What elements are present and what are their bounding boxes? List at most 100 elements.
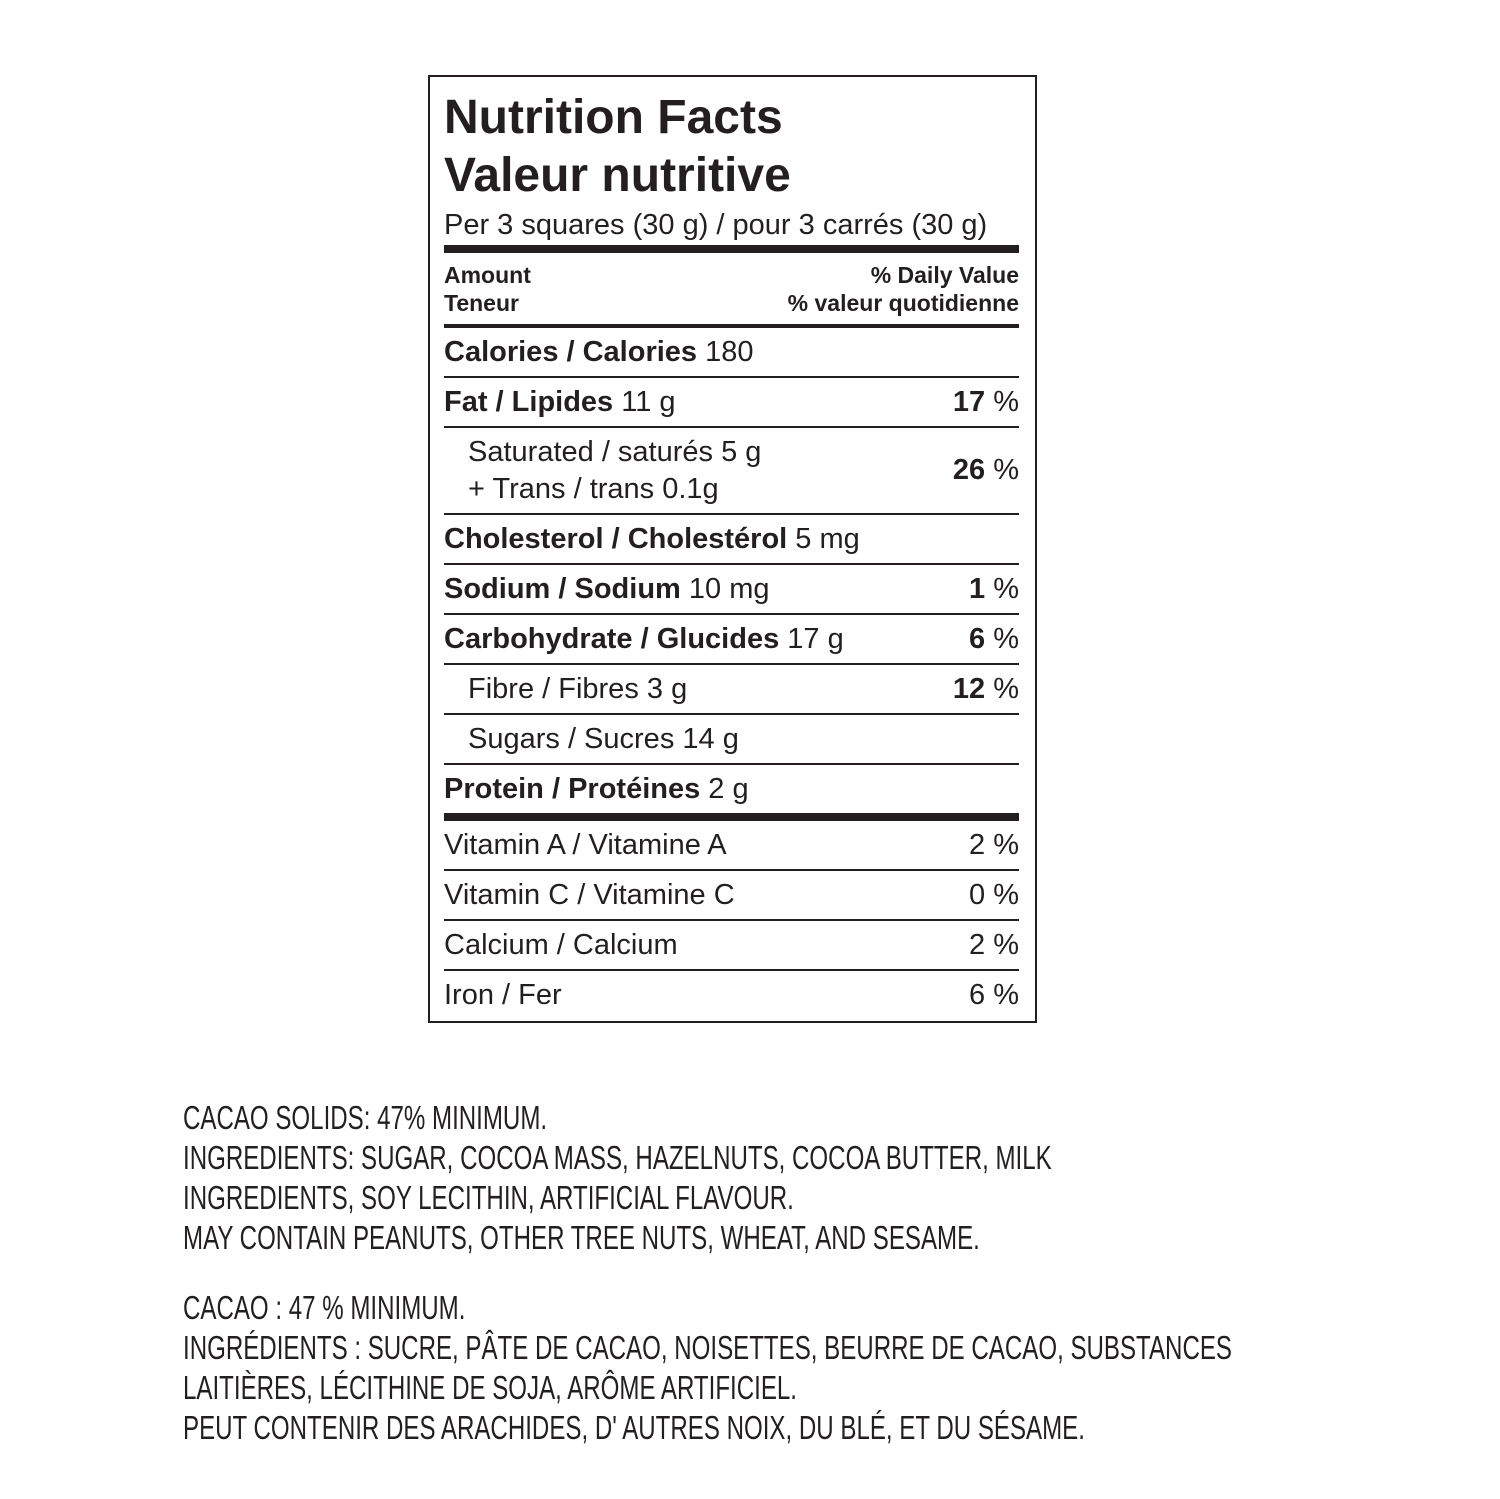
dv-header-fr: % valeur quotidienne xyxy=(787,290,1019,316)
nutrient-name: Carbohydrate / Glucides xyxy=(444,622,780,655)
ingredients: CACAO SOLIDS: 47% MINIMUM. INGREDIENTS: S… xyxy=(183,1098,1232,1478)
serving-size: Per 3 squares (30 g) / pour 3 carrés (30… xyxy=(444,209,988,241)
nutrient-name: Calories / Calories xyxy=(444,335,698,368)
ingredient-line: PEUT CONTENIR DES ARACHIDES, D' AUTRES N… xyxy=(183,1409,1085,1446)
ingredient-line: INGREDIENTS: SUGAR, COCOA MASS, HAZELNUT… xyxy=(183,1139,1052,1176)
vitamin-row: Vitamin A / Vitamine A 2 % xyxy=(444,821,1019,871)
vitamin-row: Iron / Fer 6 % xyxy=(444,971,1019,1019)
dv-unit: % xyxy=(993,672,1019,705)
nutrient-name: Sodium / Sodium xyxy=(444,572,681,605)
nutrient-name: Protein / Protéines xyxy=(444,772,701,805)
nutrient-label: Fibre / Fibres 3 g xyxy=(444,673,687,706)
dv-unit: % xyxy=(993,572,1019,605)
nutrient-line: Sodium / Sodium 10 mg xyxy=(444,573,770,606)
nutrient-row: Sodium / Sodium 10 mg 1 % xyxy=(444,565,1019,615)
daily-value: 17 % xyxy=(953,386,1019,419)
dv-unit: % xyxy=(993,978,1019,1011)
ingredient-line: CACAO : 47 % MINIMUM. xyxy=(183,1289,466,1326)
ingredient-line: INGRÉDIENTS : SUCRE, PÂTE DE CACAO, NOIS… xyxy=(183,1329,1232,1366)
nutrient-amount: 11 g xyxy=(621,385,676,418)
nutrient-amount: 180 xyxy=(705,335,754,368)
nutrient-row: Calories / Calories 180 xyxy=(444,328,1019,378)
dv-number: 2 xyxy=(969,928,986,961)
dv-number: 12 xyxy=(952,672,986,705)
nutrient-amount: 10 mg xyxy=(688,572,770,605)
nutrient-line: Protein / Protéines 2 g xyxy=(444,773,749,806)
daily-value: 6 % xyxy=(969,979,1019,1012)
nutrient-amount: 3 g xyxy=(646,672,688,705)
amount-header-fr: Teneur xyxy=(444,290,519,316)
nutrient-row: Fibre / Fibres 3 g 12 % xyxy=(444,665,1019,715)
nutrient-amount: 2 g xyxy=(708,772,749,805)
dv-number: 6 xyxy=(969,978,986,1011)
dv-number: 26 xyxy=(952,454,986,486)
dv-number: 17 xyxy=(952,385,986,418)
nutrient-row: Cholesterol / Cholestérol 5 mg xyxy=(444,515,1019,565)
nutrient-name: Sugars / Sucres xyxy=(468,722,675,755)
daily-value: 6 % xyxy=(969,623,1019,656)
nutrient-line: Carbohydrate / Glucides 17 g xyxy=(444,623,844,656)
ingredient-line: INGREDIENTS, SOY LECITHIN, ARTIFICIAL FL… xyxy=(183,1179,794,1216)
ingredient-line: MAY CONTAIN PEANUTS, OTHER TREE NUTS, WH… xyxy=(183,1219,980,1256)
nutrient-amount: 17 g xyxy=(787,622,844,655)
dv-number: 6 xyxy=(969,622,986,655)
nutrient-label: Saturated / saturés 5 g + Trans / trans 0… xyxy=(444,434,761,508)
nutrient-name: Saturated / saturés xyxy=(468,435,714,468)
nutrient-label: Carbohydrate / Glucides 17 g xyxy=(444,623,844,656)
ingredient-line: LAITIÈRES, LÉCITHINE DE SOJA, ARÔME ARTI… xyxy=(183,1369,798,1406)
nutrient-rows: Calories / Calories 180 Fat / Lipides 11 … xyxy=(444,328,1019,821)
vitamin-row: Calcium / Calcium 2 % xyxy=(444,921,1019,971)
nutrient-amount: 5 g xyxy=(721,435,762,468)
dv-number: 0 xyxy=(969,878,986,911)
daily-value: 1 % xyxy=(969,573,1019,606)
vitamin-name: Vitamin C / Vitamine C xyxy=(444,878,735,911)
ingredient-paragraph: CACAO SOLIDS: 47% MINIMUM. INGREDIENTS: S… xyxy=(183,1098,1232,1258)
nutrient-name: Cholesterol / Cholestérol xyxy=(444,522,788,555)
dv-number: 1 xyxy=(969,572,986,605)
daily-value: 26 % xyxy=(953,454,1019,487)
nutrient-row: Fat / Lipides 11 g 17 % xyxy=(444,378,1019,428)
dv-unit: % xyxy=(993,622,1019,655)
daily-value: 12 % xyxy=(953,673,1019,706)
nutrient-name: Fibre / Fibres xyxy=(468,672,639,705)
daily-value: 0 % xyxy=(969,879,1019,912)
label-title: Nutrition Facts xyxy=(444,91,783,144)
vitamin-name: Vitamin A / Vitamine A xyxy=(444,828,727,861)
nutrient-label: Cholesterol / Cholestérol 5 mg xyxy=(444,523,860,556)
nutrient-label: Sugars / Sucres 14 g xyxy=(444,723,739,756)
nutrient-label: Protein / Protéines 2 g xyxy=(444,773,749,806)
nutrient-line: + Trans / trans 0.1g xyxy=(468,471,761,508)
nutrition-label: Nutrition Facts Valeur nutritive Per 3 s… xyxy=(428,75,1037,1023)
nutrient-line: Sugars / Sucres 14 g xyxy=(468,723,739,756)
nutrient-row: Sugars / Sucres 14 g xyxy=(444,715,1019,765)
vitamin-name: Iron / Fer xyxy=(444,978,562,1011)
dv-unit: % xyxy=(993,878,1019,911)
ingredient-paragraph: CACAO : 47 % MINIMUM. INGRÉDIENTS : SUCRE… xyxy=(183,1288,1232,1448)
column-header: Amount % Daily Value Teneur % valeur quoti… xyxy=(444,253,1019,324)
thick-rule xyxy=(444,245,1019,253)
nutrient-row: Saturated / saturés 5 g + Trans / trans 0… xyxy=(444,428,1019,515)
vitamin-row: Vitamin C / Vitamine C 0 % xyxy=(444,871,1019,921)
nutrient-line: Calories / Calories 180 xyxy=(444,336,754,369)
daily-value: 2 % xyxy=(969,829,1019,862)
ingredient-line: CACAO SOLIDS: 47% MINIMUM. xyxy=(183,1099,548,1136)
nutrient-amount: 0.1g xyxy=(662,472,719,505)
dv-header: % Daily Value xyxy=(870,262,1019,288)
header-line: Amount % Daily Value xyxy=(444,261,1019,289)
nutrient-line: Cholesterol / Cholestérol 5 mg xyxy=(444,523,860,556)
nutrient-amount: 14 g xyxy=(682,722,739,755)
nutrient-name: + Trans / trans xyxy=(468,472,655,505)
nutrient-line: Saturated / saturés 5 g xyxy=(468,434,761,471)
nutrient-row: Carbohydrate / Glucides 17 g 6 % xyxy=(444,615,1019,665)
vitamin-name: Calcium / Calcium xyxy=(444,928,678,961)
nutrient-label: Calories / Calories 180 xyxy=(444,336,754,369)
dv-unit: % xyxy=(993,385,1019,418)
nutrient-row: Protein / Protéines 2 g xyxy=(444,765,1019,821)
label-title-fr: Valeur nutritive xyxy=(444,149,791,202)
nutrient-line: Fat / Lipides 11 g xyxy=(444,386,676,419)
daily-value: 2 % xyxy=(969,929,1019,962)
medium-rule xyxy=(444,324,1019,328)
dv-unit: % xyxy=(993,928,1019,961)
